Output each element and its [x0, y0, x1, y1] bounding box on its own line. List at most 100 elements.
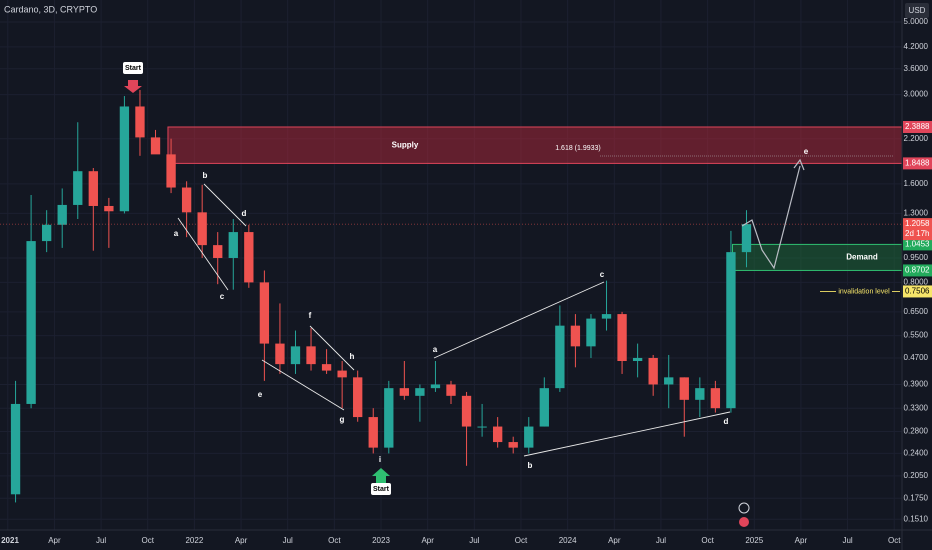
- candle-body: [664, 377, 674, 385]
- projection: [741, 165, 801, 270]
- price-label: 0.8702: [905, 266, 930, 275]
- y-tick-label: 0.6500: [904, 307, 929, 316]
- y-tick-label: 4.2000: [904, 42, 929, 51]
- wave-label: f: [309, 311, 312, 320]
- candle-body: [119, 106, 130, 212]
- x-tick-label: Apr: [795, 536, 808, 545]
- wave-label: a: [174, 229, 179, 238]
- x-tick-label: 2025: [745, 536, 763, 545]
- wave-line: [177, 217, 229, 291]
- candle-body: [290, 346, 301, 365]
- y-tick-label: 0.1510: [904, 514, 929, 523]
- start-badge: [371, 483, 391, 495]
- y-tick-label: 0.1750: [904, 493, 929, 502]
- wave-line: [433, 281, 605, 359]
- candle-body: [524, 426, 534, 448]
- currency: USD: [909, 6, 926, 15]
- candle-body: [477, 426, 487, 428]
- wave-label: a: [433, 345, 438, 354]
- candles: [0, 89, 902, 503]
- candle-body: [446, 384, 456, 396]
- candle-body: [150, 137, 161, 155]
- x-tick-label: Jul: [842, 536, 852, 545]
- wave-label: e: [258, 390, 263, 399]
- candle-body: [399, 388, 410, 396]
- candle-body: [570, 325, 581, 347]
- x-tick-label: 2022: [185, 536, 203, 545]
- candle-body: [337, 370, 347, 378]
- y-tick-label: 5.0000: [904, 17, 929, 26]
- y-tick-label: 0.2400: [904, 449, 929, 458]
- candle-body: [166, 154, 176, 188]
- x-tick-label: Oct: [328, 536, 341, 545]
- candle-body: [41, 224, 52, 242]
- candle-body: [368, 417, 378, 448]
- candle-body: [508, 442, 518, 448]
- candle-body: [539, 388, 549, 427]
- wave-label: g: [340, 415, 345, 424]
- x-tick-label: Oct: [515, 536, 528, 545]
- candle-body: [741, 224, 752, 253]
- y-tick-label: 3.0000: [904, 90, 929, 99]
- annotations: Start b d a c f h e g i Start a c b d e: [123, 62, 809, 527]
- y-tick-label: 0.3900: [904, 380, 929, 389]
- wave-line: [309, 325, 355, 371]
- candle-body: [415, 388, 425, 396]
- candle-body: [384, 388, 394, 448]
- y-tick-label: 0.9500: [904, 253, 929, 262]
- price-label: 1.8488: [905, 159, 930, 168]
- wave-label: d: [242, 209, 247, 218]
- wave-label: e: [804, 147, 809, 156]
- axes: 0.1510 0.1750 0.2050 0.2400 0.2800 0.3300 0.39…: [1, 17, 932, 545]
- candle-body: [306, 346, 316, 365]
- candle-body: [726, 252, 736, 409]
- candle-body: [228, 232, 238, 258]
- start-arrow-down: [124, 80, 142, 93]
- start-arrow-up: [372, 468, 390, 483]
- wave-line: [203, 183, 247, 227]
- candle-body: [275, 343, 285, 365]
- x-tick-label: Apr: [48, 536, 61, 545]
- candle-body: [10, 403, 21, 495]
- projection-arrow: [793, 158, 805, 171]
- candle-body: [213, 245, 223, 258]
- candle-body: [244, 232, 254, 283]
- supply-label: Supply: [392, 140, 419, 149]
- x-tick-label: Apr: [421, 536, 434, 545]
- price-label: 2.3888: [905, 122, 930, 131]
- price-label-bg: [903, 120, 932, 133]
- price-label-bg: [903, 285, 932, 298]
- candle-body: [73, 171, 83, 205]
- currency-button[interactable]: [905, 3, 929, 18]
- demand-label: Demand: [846, 253, 878, 262]
- x-tick-label: Oct: [888, 536, 901, 545]
- price-label: 0.7506: [905, 287, 930, 296]
- price-label: 1.0453: [905, 240, 930, 249]
- fib-label: 1.618 (1.9933): [555, 145, 601, 152]
- candle-body: [461, 395, 472, 427]
- candle-body: [259, 282, 270, 344]
- candle-body: [601, 314, 612, 319]
- wave-label: b: [203, 171, 208, 180]
- start-label: Start: [125, 65, 142, 72]
- y-tick-label: 2.2000: [904, 134, 929, 143]
- candle-body: [197, 212, 207, 246]
- add-button: [738, 502, 750, 514]
- candle-body: [57, 204, 67, 225]
- candle-body: [586, 318, 596, 347]
- price-label-bg: [903, 264, 932, 277]
- x-tick-label: 2021: [1, 536, 19, 545]
- y-tick-label: 1.6000: [904, 179, 929, 188]
- candle-body: [135, 106, 145, 138]
- candle-body: [555, 325, 565, 389]
- wave-label: i: [379, 455, 381, 464]
- y-tick-label: 0.8000: [904, 278, 929, 287]
- candle-body: [321, 364, 332, 371]
- candle-body: [648, 357, 658, 385]
- x-tick-label: Jul: [283, 536, 293, 545]
- x-tick-label: Apr: [235, 536, 248, 545]
- x-tick-label: Oct: [701, 536, 714, 545]
- candle-body: [679, 377, 689, 400]
